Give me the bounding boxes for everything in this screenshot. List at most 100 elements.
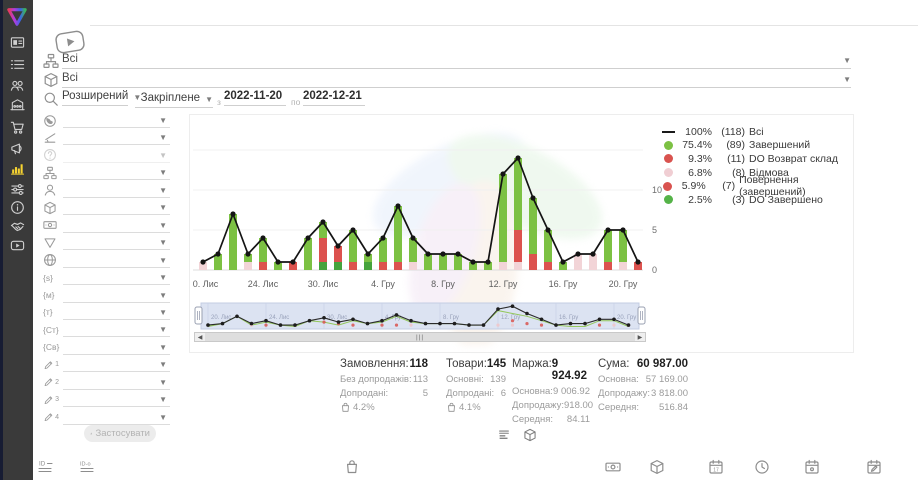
legend-item[interactable]: 75.4% (89) Завершений bbox=[661, 139, 851, 153]
filter-row-braces-11: {т} ▼ bbox=[43, 305, 170, 321]
filter-select[interactable]: ▼ bbox=[63, 130, 170, 146]
apply-button[interactable]: Застосувати bbox=[84, 425, 156, 442]
date-from-input[interactable]: 2022-11-20 bbox=[224, 90, 286, 106]
sidebar-item-people-icon[interactable] bbox=[6, 76, 28, 94]
globe-grid-icon bbox=[43, 253, 59, 268]
sidebar-item-sliders-icon[interactable] bbox=[6, 180, 28, 198]
column-calendar-alt-icon[interactable] bbox=[804, 459, 824, 479]
filter-select[interactable]: ▼ bbox=[63, 288, 170, 303]
filter-select[interactable]: ▼ bbox=[63, 340, 170, 355]
filter-select[interactable]: ▼ bbox=[63, 148, 170, 163]
svg-text:20. Гру: 20. Гру bbox=[609, 279, 638, 289]
legend-item[interactable]: 6.8% (8) Відмова bbox=[661, 166, 851, 180]
column-calendar-edit-icon[interactable] bbox=[866, 459, 886, 479]
filter-select[interactable]: ▼ bbox=[63, 357, 170, 373]
legend-item[interactable]: 2.5% (3) DO Завершено bbox=[661, 193, 851, 207]
column-bag-icon[interactable] bbox=[344, 459, 364, 479]
source-select[interactable]: Всі ▼ bbox=[62, 53, 851, 69]
scrollbar-grip[interactable]: ||| bbox=[415, 333, 425, 341]
question-icon bbox=[43, 148, 59, 163]
legend-item[interactable]: 5.9% (7) Повернення (завершений) bbox=[661, 174, 851, 198]
stat-value: 145 bbox=[486, 358, 507, 370]
chart-scrollbar[interactable]: ◀ ||| ▶ bbox=[194, 332, 646, 342]
legend-count: (7) bbox=[722, 180, 736, 193]
stat-title: Сума: bbox=[598, 358, 630, 370]
product-select[interactable]: Всі ▼ bbox=[62, 72, 851, 88]
to-label: по bbox=[291, 97, 301, 107]
sidebar-item-megaphone-icon[interactable] bbox=[6, 139, 28, 157]
video-tutorial-button[interactable] bbox=[53, 29, 86, 55]
svg-text:8. Гру: 8. Гру bbox=[443, 315, 459, 321]
legend-item[interactable]: 100% (118) Всі bbox=[661, 125, 851, 139]
stat-sub-value: 918.00 bbox=[564, 400, 594, 411]
filter-select[interactable]: ▼ bbox=[63, 183, 170, 198]
scroll-right-icon[interactable]: ▶ bbox=[634, 333, 645, 341]
level-icon bbox=[43, 130, 59, 145]
sidebar-item-video-icon[interactable] bbox=[6, 236, 28, 254]
stat-sub-label: Допродажу: bbox=[512, 400, 565, 411]
sidebar-item-handshake-icon[interactable] bbox=[6, 217, 28, 235]
column-banknote-icon[interactable] bbox=[605, 459, 625, 479]
filter-row-box: ▼ bbox=[43, 200, 170, 216]
legend-item[interactable]: 9.3% (11) DO Возврат склад bbox=[661, 152, 851, 166]
filter-select[interactable]: ▼ bbox=[63, 235, 170, 251]
filter-select[interactable]: ▼ bbox=[63, 322, 170, 338]
filter-row-level: ▼ bbox=[43, 130, 170, 146]
column-box-icon[interactable] bbox=[649, 459, 669, 479]
svg-text:17: 17 bbox=[713, 468, 719, 474]
filter-select[interactable]: ▼ bbox=[63, 165, 170, 181]
svg-text:8. Гру: 8. Гру bbox=[431, 279, 455, 289]
sidebar-item-building-icon[interactable] bbox=[6, 95, 28, 113]
sidebar-item-cart-icon[interactable] bbox=[6, 118, 28, 136]
filter-select[interactable]: ▼ bbox=[63, 218, 170, 233]
column-id-o-lines-icon[interactable]: ID-о bbox=[80, 459, 100, 479]
svg-text:16. Гру: 16. Гру bbox=[549, 279, 578, 289]
stat-sub-value: 6 bbox=[500, 388, 506, 399]
column-clock-icon[interactable] bbox=[754, 459, 774, 479]
dot-marker-icon bbox=[661, 181, 673, 191]
period-mode-select[interactable]: Закріплене ▼ bbox=[135, 90, 213, 108]
banknote-icon bbox=[43, 218, 59, 233]
legend-label: DO Возврат склад bbox=[749, 152, 839, 165]
status-braces-icon: {Св} bbox=[43, 342, 60, 353]
sidebar-edge-strip bbox=[0, 0, 3, 480]
filter-row-braces-10: {м} ▼ bbox=[43, 288, 170, 304]
app-logo[interactable] bbox=[3, 4, 31, 30]
filter-row-person: ▼ bbox=[43, 183, 170, 199]
sidebar-item-list-icon[interactable] bbox=[6, 55, 28, 73]
orders-chart[interactable]: 0 5 10 20. Лис 24. Лис 30. Лис 4. Гру 8. Гру 12.… bbox=[193, 118, 663, 298]
filter-select[interactable]: ▼ bbox=[63, 410, 170, 425]
filter-row-globe-grid: ▼ bbox=[43, 253, 170, 269]
legend-percent: 2.5% bbox=[688, 193, 712, 206]
filter-select[interactable]: ▼ bbox=[63, 375, 170, 390]
toggle-box-icon[interactable] bbox=[523, 428, 538, 443]
filter-select[interactable]: ▼ bbox=[63, 253, 170, 268]
calendar-icon bbox=[135, 90, 136, 104]
filter-select[interactable]: ▼ bbox=[63, 392, 170, 408]
stat-value: 9 924.92 bbox=[551, 358, 587, 382]
sidebar-item-info-icon[interactable] bbox=[6, 198, 28, 216]
toggle-stats-list-icon[interactable] bbox=[497, 428, 512, 443]
stat-value: 118 bbox=[409, 358, 428, 370]
stat-sub-value: 4.1% bbox=[459, 402, 481, 413]
column-calendar-17-icon[interactable]: 17 bbox=[708, 459, 728, 479]
sidebar-item-chart-bars-icon[interactable] bbox=[6, 159, 28, 177]
sidebar-item-cards-icon[interactable] bbox=[6, 33, 28, 51]
pencil-icon: 1 bbox=[43, 357, 59, 372]
search-mode-select[interactable]: Розширений ▼ bbox=[62, 90, 141, 106]
chart-navigator[interactable]: 20. Лис 24. Лис 30. Лис 4. Гру 8. Гру 12… bbox=[194, 302, 646, 331]
stat-sub-label: Середня: bbox=[512, 414, 554, 425]
svg-text:16. Гру: 16. Гру bbox=[559, 315, 578, 321]
filter-select[interactable]: ▼ bbox=[63, 200, 170, 216]
filter-select[interactable]: ▼ bbox=[63, 113, 170, 128]
stat-column: Замовлення: 118 Без допродажів: 113 Допрода… bbox=[340, 358, 428, 416]
filter-row-pencil-1: 1 ▼ bbox=[43, 357, 170, 373]
date-to-input[interactable]: 2022-12-21 bbox=[303, 90, 365, 106]
stat-sub-label: Допродані: bbox=[446, 388, 495, 399]
filter-select[interactable]: ▼ bbox=[63, 305, 170, 320]
navigator-handle bbox=[194, 306, 203, 325]
scroll-left-icon[interactable]: ◀ bbox=[195, 333, 205, 341]
filter-select[interactable]: ▼ bbox=[63, 270, 170, 286]
filter-row-funnel: ▼ bbox=[43, 235, 170, 251]
column-id-lines-icon[interactable]: ID bbox=[38, 459, 58, 479]
